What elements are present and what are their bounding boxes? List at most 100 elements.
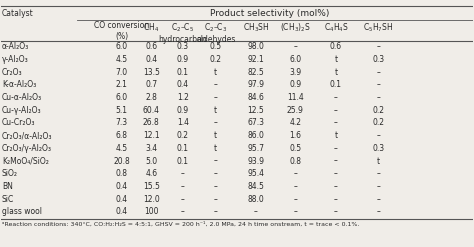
Text: Cu-Cr₂O₃: Cu-Cr₂O₃: [2, 119, 36, 127]
Text: 0.8: 0.8: [116, 169, 128, 178]
Text: –: –: [334, 106, 338, 115]
Text: –: –: [181, 169, 185, 178]
Text: glass wool: glass wool: [2, 207, 42, 216]
Text: –: –: [376, 207, 380, 216]
Text: –: –: [376, 169, 380, 178]
Text: 25.9: 25.9: [287, 106, 304, 115]
Text: t: t: [334, 68, 337, 77]
Text: –: –: [334, 169, 338, 178]
Text: 0.6: 0.6: [330, 42, 342, 51]
Text: t: t: [334, 131, 337, 140]
Text: Cr₂O₃: Cr₂O₃: [2, 68, 22, 77]
Text: CH$_4$: CH$_4$: [143, 21, 159, 34]
Text: –: –: [376, 93, 380, 102]
Text: 7.0: 7.0: [116, 68, 128, 77]
Text: –: –: [376, 182, 380, 191]
Text: 4.5: 4.5: [116, 144, 128, 153]
Text: 0.5: 0.5: [289, 144, 301, 153]
Text: 0.3: 0.3: [372, 144, 384, 153]
Text: 0.1: 0.1: [177, 68, 189, 77]
Text: 1.4: 1.4: [177, 119, 189, 127]
Text: CH$_3$SH: CH$_3$SH: [243, 21, 269, 34]
Text: 20.8: 20.8: [113, 157, 130, 165]
Text: 86.0: 86.0: [247, 131, 264, 140]
Text: 84.6: 84.6: [247, 93, 264, 102]
Text: –: –: [334, 195, 338, 204]
Text: –: –: [334, 144, 338, 153]
Text: –: –: [334, 119, 338, 127]
Text: –: –: [293, 169, 297, 178]
Text: –: –: [214, 93, 218, 102]
Text: –: –: [214, 195, 218, 204]
Text: t: t: [214, 144, 218, 153]
Text: 26.8: 26.8: [143, 119, 160, 127]
Text: 88.0: 88.0: [247, 195, 264, 204]
Text: C$_4$H$_4$S: C$_4$H$_4$S: [324, 21, 348, 34]
Text: 6.8: 6.8: [116, 131, 128, 140]
Text: t: t: [214, 68, 218, 77]
Text: –: –: [334, 157, 338, 165]
Text: 82.5: 82.5: [247, 68, 264, 77]
Text: 4.5: 4.5: [116, 55, 128, 64]
Text: 0.1: 0.1: [177, 157, 189, 165]
Text: Cr₂O₃/α-Al₂O₃: Cr₂O₃/α-Al₂O₃: [2, 131, 52, 140]
Text: Cr₂O₃/γ-Al₂O₃: Cr₂O₃/γ-Al₂O₃: [2, 144, 52, 153]
Text: Cu-γ-Al₂O₃: Cu-γ-Al₂O₃: [2, 106, 42, 115]
Text: 13.5: 13.5: [143, 68, 160, 77]
Text: –: –: [293, 195, 297, 204]
Text: 11.4: 11.4: [287, 93, 304, 102]
Text: t: t: [214, 106, 218, 115]
Text: 0.9: 0.9: [289, 80, 301, 89]
Text: 12.5: 12.5: [247, 106, 264, 115]
Text: CO conversion
(%): CO conversion (%): [94, 21, 149, 41]
Text: 4.2: 4.2: [290, 119, 301, 127]
Text: 67.3: 67.3: [247, 119, 264, 127]
Text: –: –: [334, 207, 338, 216]
Text: Product selectivity (mol%): Product selectivity (mol%): [210, 9, 330, 18]
Text: –: –: [214, 80, 218, 89]
Text: BN: BN: [2, 182, 13, 191]
Text: 1.2: 1.2: [177, 93, 189, 102]
Text: SiO₂: SiO₂: [2, 169, 18, 178]
Text: 0.3: 0.3: [372, 55, 384, 64]
Text: K₂MoO₄/SiO₂: K₂MoO₄/SiO₂: [2, 157, 49, 165]
Text: α-Al₂O₃: α-Al₂O₃: [2, 42, 29, 51]
Text: 0.4: 0.4: [145, 55, 157, 64]
Text: –: –: [376, 80, 380, 89]
Text: 6.0: 6.0: [289, 55, 301, 64]
Text: –: –: [181, 207, 185, 216]
Text: 7.3: 7.3: [116, 119, 128, 127]
Text: 84.5: 84.5: [247, 182, 264, 191]
Text: –: –: [376, 68, 380, 77]
Text: 0.9: 0.9: [177, 106, 189, 115]
Text: 100: 100: [144, 207, 158, 216]
Text: 12.1: 12.1: [143, 131, 160, 140]
Text: 0.2: 0.2: [177, 131, 189, 140]
Text: –: –: [214, 119, 218, 127]
Text: 0.9: 0.9: [177, 55, 189, 64]
Text: 0.2: 0.2: [373, 106, 384, 115]
Text: 95.7: 95.7: [247, 144, 264, 153]
Text: ᵃReaction conditions: 340°C, CO:H₂:H₂S = 4:5:1, GHSV = 200 h⁻¹, 2.0 MPa, 24 h ti: ᵃReaction conditions: 340°C, CO:H₂:H₂S =…: [2, 221, 359, 226]
Text: 3.9: 3.9: [289, 68, 301, 77]
Text: –: –: [334, 93, 338, 102]
Text: Cu-α-Al₂O₃: Cu-α-Al₂O₃: [2, 93, 42, 102]
Text: –: –: [376, 195, 380, 204]
Text: 0.4: 0.4: [177, 80, 189, 89]
Text: 15.5: 15.5: [143, 182, 160, 191]
Text: 6.0: 6.0: [116, 42, 128, 51]
Text: 98.0: 98.0: [247, 42, 264, 51]
Text: 3.4: 3.4: [145, 144, 157, 153]
Text: –: –: [293, 207, 297, 216]
Text: t: t: [214, 131, 218, 140]
Text: 93.9: 93.9: [247, 157, 264, 165]
Text: 0.1: 0.1: [177, 144, 189, 153]
Text: K-α-Al₂O₃: K-α-Al₂O₃: [2, 80, 36, 89]
Text: 92.1: 92.1: [247, 55, 264, 64]
Text: –: –: [214, 157, 218, 165]
Text: –: –: [181, 182, 185, 191]
Text: –: –: [334, 182, 338, 191]
Text: 1.6: 1.6: [290, 131, 301, 140]
Text: –: –: [293, 182, 297, 191]
Text: –: –: [214, 169, 218, 178]
